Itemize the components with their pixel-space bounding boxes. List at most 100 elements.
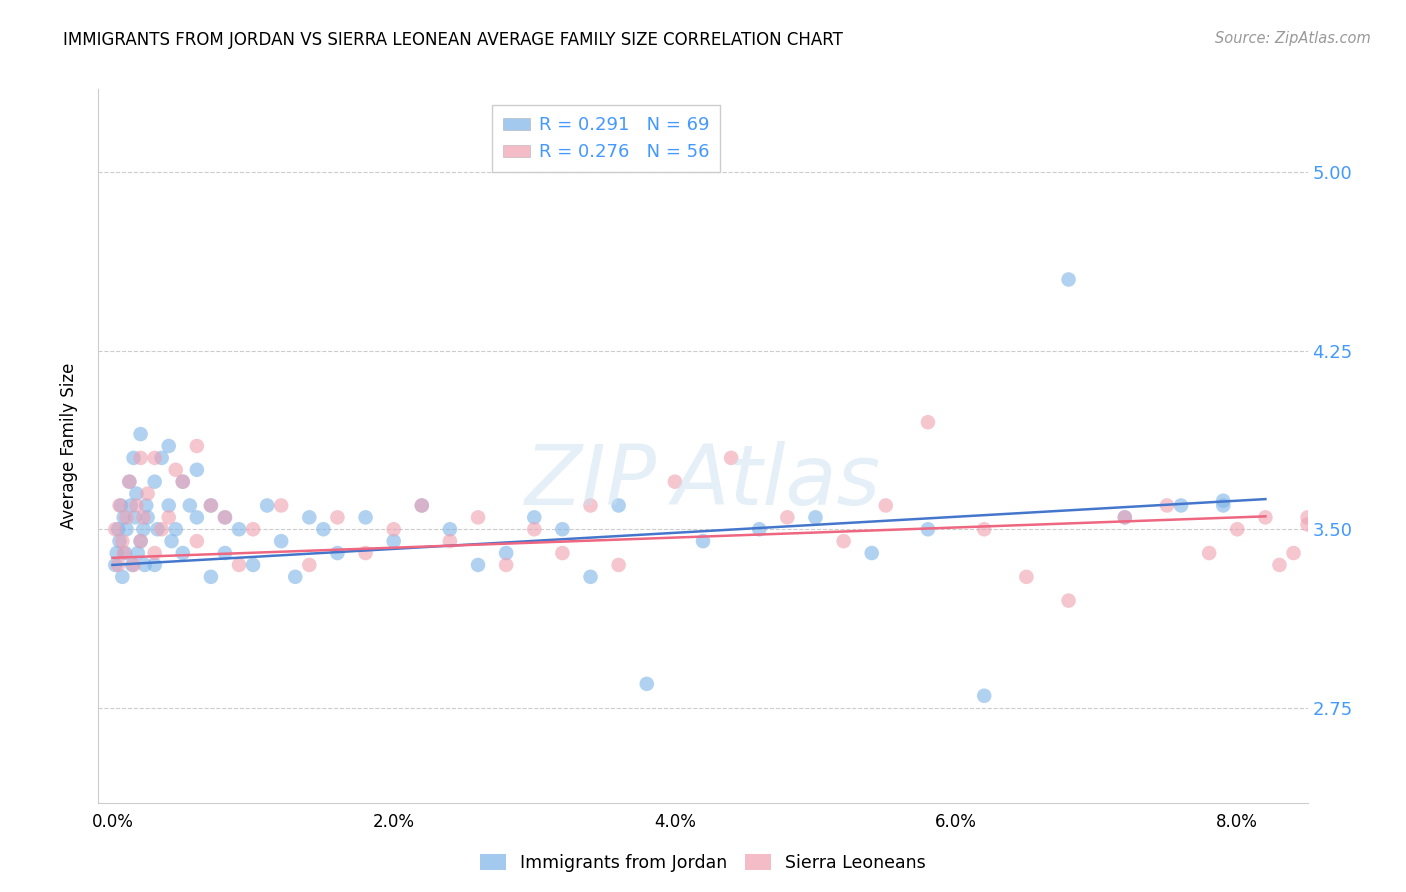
Point (115, 522, 138, 536)
Point (1170, 499, 1192, 513)
Point (1296, 517, 1319, 532)
Point (860, 546, 883, 560)
Point (157, 510, 180, 524)
Point (1226, 522, 1249, 536)
Point (129, 534, 152, 549)
Point (354, 510, 377, 524)
Point (143, 546, 166, 560)
Point (108, 534, 131, 549)
Point (112, 546, 135, 560)
Point (607, 558, 630, 572)
Point (495, 558, 517, 572)
Point (129, 534, 152, 549)
Point (214, 546, 236, 560)
Point (467, 510, 489, 524)
Point (917, 415, 939, 429)
Point (748, 522, 770, 536)
Point (160, 534, 183, 549)
Point (228, 558, 250, 572)
Point (804, 510, 827, 524)
Point (973, 522, 995, 536)
Point (132, 522, 155, 536)
Point (832, 534, 855, 549)
Point (150, 450, 173, 465)
Point (1114, 510, 1136, 524)
Point (551, 546, 574, 560)
Point (107, 558, 129, 572)
Point (523, 510, 546, 524)
Point (242, 522, 264, 536)
Point (607, 499, 630, 513)
Point (143, 558, 166, 572)
Point (172, 475, 194, 489)
Point (104, 522, 127, 536)
Point (110, 499, 132, 513)
Point (495, 546, 517, 560)
Point (186, 439, 208, 453)
Point (270, 499, 292, 513)
Point (1015, 570, 1038, 584)
Point (411, 499, 433, 513)
Point (127, 546, 149, 560)
Point (125, 499, 148, 513)
Point (186, 463, 208, 477)
Point (214, 510, 236, 524)
Point (111, 534, 134, 549)
Point (875, 499, 897, 513)
Point (172, 546, 194, 560)
Point (121, 558, 143, 572)
Point (298, 510, 321, 524)
Point (1268, 558, 1291, 572)
Point (129, 427, 152, 442)
Point (135, 499, 157, 513)
Point (256, 499, 278, 513)
Point (124, 510, 146, 524)
Point (146, 522, 169, 536)
Text: IMMIGRANTS FROM JORDAN VS SIERRA LEONEAN AVERAGE FAMILY SIZE CORRELATION CHART: IMMIGRANTS FROM JORDAN VS SIERRA LEONEAN… (63, 31, 844, 49)
Point (1057, 593, 1080, 607)
Point (720, 450, 742, 465)
Point (114, 546, 136, 560)
Point (326, 546, 349, 560)
Legend: Immigrants from Jordan, Sierra Leoneans: Immigrants from Jordan, Sierra Leoneans (474, 847, 932, 879)
Point (1282, 546, 1305, 560)
Point (118, 475, 141, 489)
Point (104, 558, 127, 572)
Point (129, 450, 152, 465)
Point (165, 463, 187, 477)
Point (1212, 493, 1234, 508)
Point (200, 499, 222, 513)
Point (411, 499, 433, 513)
Point (1114, 510, 1136, 524)
Point (134, 558, 156, 572)
Point (1254, 510, 1277, 524)
Point (112, 510, 135, 524)
Point (228, 522, 250, 536)
Point (179, 499, 201, 513)
Point (118, 475, 141, 489)
Point (579, 570, 602, 584)
Point (579, 499, 602, 513)
Point (298, 558, 321, 572)
Point (107, 522, 129, 536)
Point (973, 689, 995, 703)
Point (157, 439, 180, 453)
Point (125, 486, 148, 500)
Y-axis label: Average Family Size: Average Family Size (59, 363, 77, 529)
Point (165, 522, 187, 536)
Point (157, 499, 180, 513)
Point (692, 534, 714, 549)
Point (122, 450, 145, 465)
Point (120, 499, 142, 513)
Point (115, 510, 138, 524)
Point (214, 510, 236, 524)
Point (1296, 510, 1319, 524)
Point (136, 486, 159, 500)
Point (172, 475, 194, 489)
Point (136, 510, 159, 524)
Point (108, 499, 131, 513)
Point (122, 558, 145, 572)
Point (200, 570, 222, 584)
Legend: R = 0.291   N = 69, R = 0.276   N = 56: R = 0.291 N = 69, R = 0.276 N = 56 (492, 105, 720, 172)
Point (143, 475, 166, 489)
